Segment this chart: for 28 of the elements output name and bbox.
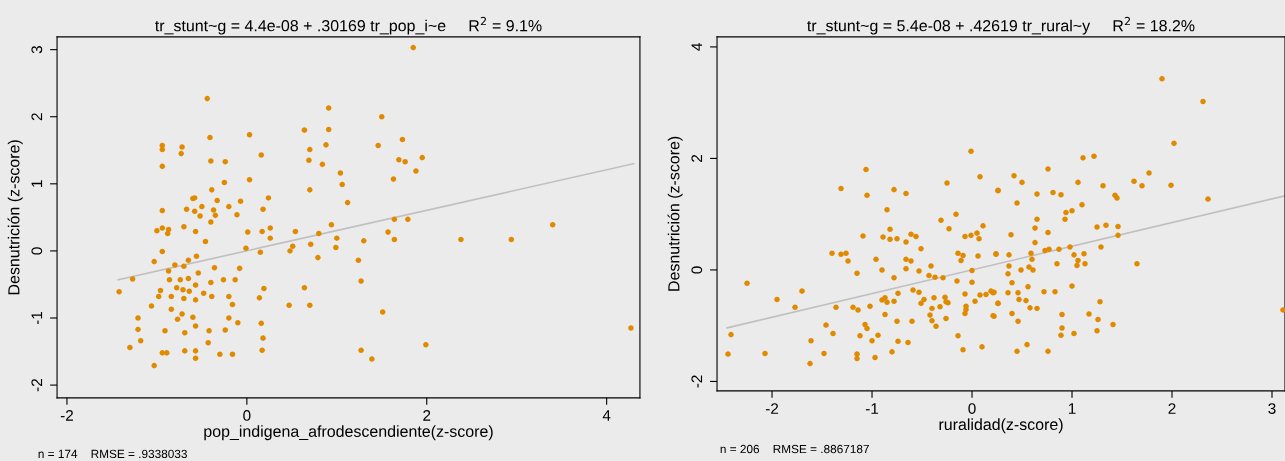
x-tick-label: 1	[1068, 403, 1076, 414]
y-tick-label: 0	[691, 266, 703, 274]
y-tick-label: -2	[31, 379, 43, 392]
x-tick-label: 3	[1268, 403, 1276, 414]
x-axis-title: ruralidad(z-score)	[939, 418, 1063, 434]
x-tick-label: 2	[423, 410, 431, 421]
y-axis-title: Desnutrición (z-score)	[667, 136, 683, 291]
y-tick-label: -1	[31, 311, 43, 325]
y-tick-label: 4	[691, 43, 703, 51]
x-tick-label: 2	[1168, 403, 1176, 414]
y-tick-label: 2	[691, 154, 703, 162]
y-tick-label: 1	[31, 180, 43, 187]
x-tick-label: -2	[765, 403, 779, 414]
chart-title: tr_stunt~g = 4.4e-08 + .30169 tr_pop_i~e R$^{2}$ = 9.1%	[155, 16, 542, 35]
text: n = 174 RMSE = .9338033	[38, 449, 187, 459]
text: n = 206 RMSE = .8867187	[720, 444, 869, 454]
chart-title: tr_stunt~g = 5.4e-08 + .42619 tr_rural~y R$^{2}$ = 18.2%	[807, 16, 1195, 35]
y-tick-label: 3	[31, 46, 43, 54]
y-tick-label: 0	[31, 247, 43, 255]
y-axis-title: Desnutrición (z-score)	[7, 140, 23, 295]
y-tick-label: 2	[31, 113, 43, 121]
x-tick-label: 4	[602, 410, 611, 421]
x-tick-label: -1	[865, 403, 879, 414]
x-axis-title: pop_indigena_afrodescendiente(z-score)	[204, 425, 493, 441]
x-tick-label: -2	[60, 410, 73, 421]
x-tick-label: 0	[968, 403, 976, 414]
y-tick-label: -2	[691, 375, 703, 388]
x-tick-label: 0	[243, 410, 251, 421]
